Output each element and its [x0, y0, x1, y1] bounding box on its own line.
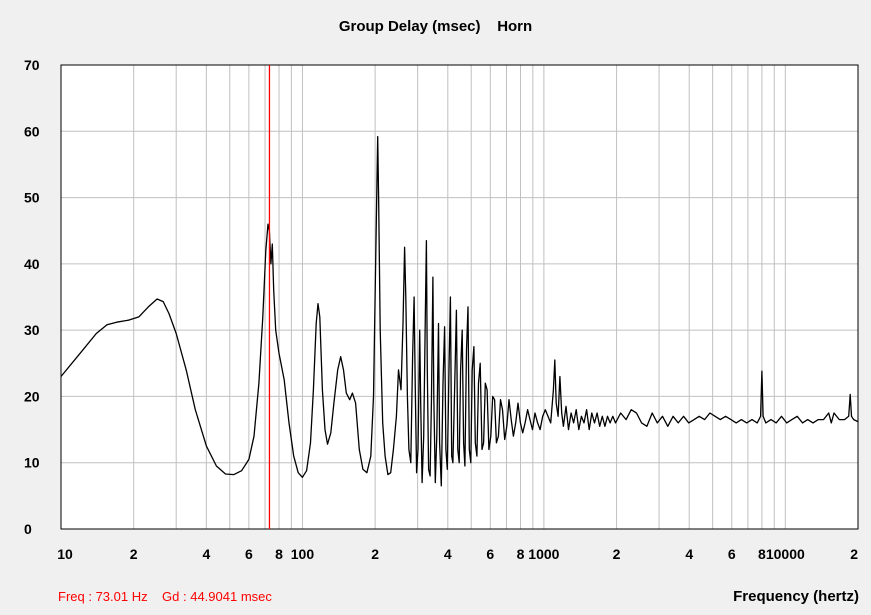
y-tick-label: 20	[24, 388, 40, 404]
x-tick-label: 2	[613, 546, 621, 562]
y-tick-label: 10	[24, 455, 40, 471]
x-tick-label: 4	[202, 546, 210, 562]
plot-frame	[60, 64, 859, 530]
x-tick-label: 2	[130, 546, 138, 562]
x-tick-label: 6	[728, 546, 736, 562]
x-tick-label: 6	[245, 546, 253, 562]
x-tick-label: 2	[371, 546, 379, 562]
y-tick-label: 60	[24, 123, 40, 139]
x-tick-label: 4	[685, 546, 693, 562]
x-tick-label: 8	[758, 546, 766, 562]
x-tick-label: 10	[57, 546, 73, 562]
x-tick-label: 10000	[766, 546, 805, 562]
cursor-readout: Freq : 73.01 Hz Gd : 44.9041 msec	[58, 589, 272, 604]
chart-title: Group Delay (msec) Horn	[338, 18, 533, 35]
x-tick-label: 1000	[528, 546, 559, 562]
x-tick-label: 6	[486, 546, 494, 562]
x-axis-label: Frequency (hertz)	[733, 588, 859, 605]
group-delay-trace	[60, 135, 859, 487]
y-tick-label: 30	[24, 322, 40, 338]
y-tick-label: 0	[24, 521, 32, 537]
x-tick-label: 8	[275, 546, 283, 562]
x-tick-label: 8	[517, 546, 525, 562]
x-tick-label: 4	[444, 546, 452, 562]
y-tick-label: 50	[24, 190, 40, 206]
y-tick-label: 40	[24, 256, 40, 272]
x-tick-label: 100	[291, 546, 315, 562]
x-tick-label: 2	[850, 546, 858, 562]
y-tick-label: 70	[24, 57, 40, 73]
